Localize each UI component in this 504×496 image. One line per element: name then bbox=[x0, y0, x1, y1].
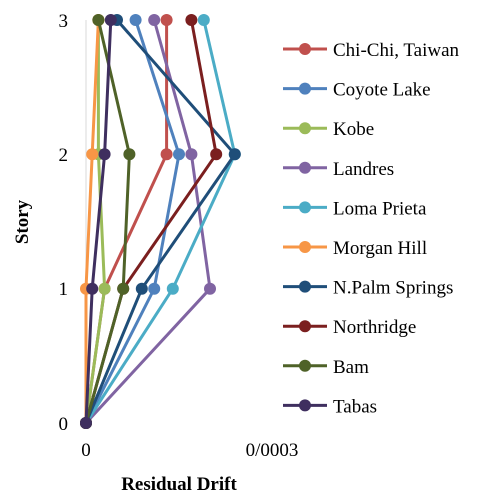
series-line-tabas bbox=[84, 19, 113, 424]
data-point-bam-1 bbox=[117, 282, 130, 295]
data-point-morgan-hill-2 bbox=[86, 148, 99, 161]
legend-item-n-palm-springs: N.Palm Springs bbox=[283, 278, 453, 299]
legend-marker-morgan-hill bbox=[299, 241, 311, 253]
legend-item-tabas: Tabas bbox=[283, 396, 377, 417]
data-point-coyote-lake-3 bbox=[129, 14, 142, 26]
legend-marker-kobe bbox=[299, 122, 311, 135]
series-line-n-palm-springs bbox=[84, 19, 237, 424]
data-point-bam-3 bbox=[92, 14, 105, 26]
x-tick-label-min: 0 bbox=[81, 440, 91, 461]
series-line-bam bbox=[84, 19, 131, 424]
legend-item-northridge: Northridge bbox=[283, 317, 416, 338]
legend-label-n-palm-springs: N.Palm Springs bbox=[333, 278, 453, 299]
legend-item-coyote-lake: Coyote Lake bbox=[283, 80, 431, 101]
legend-label-northridge: Northridge bbox=[333, 317, 416, 338]
legend-label-morgan-hill: Morgan Hill bbox=[333, 238, 427, 259]
data-point-chi-chi-taiwan-3 bbox=[160, 14, 173, 26]
y-tick-label-1: 1 bbox=[59, 279, 69, 300]
legend-item-loma-prieta: Loma Prieta bbox=[283, 198, 427, 219]
data-point-tabas-3 bbox=[104, 14, 117, 26]
data-point-loma-prieta-1 bbox=[166, 282, 179, 295]
legend-label-kobe: Kobe bbox=[333, 119, 374, 140]
y-axis-title: Story bbox=[12, 199, 33, 244]
data-point-landres-1 bbox=[204, 282, 216, 295]
x-axis-title: Residual Drift bbox=[121, 474, 237, 495]
data-point-landres-2 bbox=[185, 148, 198, 161]
data-point-kobe-1 bbox=[98, 282, 111, 295]
legend-label-loma-prieta: Loma Prieta bbox=[333, 198, 427, 219]
legend-item-morgan-hill: Morgan Hill bbox=[283, 238, 427, 259]
data-point-coyote-lake-2 bbox=[173, 148, 185, 161]
data-point-northridge-3 bbox=[185, 14, 198, 26]
y-tick-label-0: 0 bbox=[59, 414, 69, 435]
data-point-northridge-2 bbox=[210, 148, 223, 161]
legend-marker-chi-chi-taiwan bbox=[299, 43, 311, 55]
series-line-northridge bbox=[84, 19, 218, 424]
legend-item-kobe: Kobe bbox=[283, 119, 374, 140]
legend-label-coyote-lake: Coyote Lake bbox=[333, 80, 431, 101]
legend-label-tabas: Tabas bbox=[333, 396, 377, 417]
legend-item-landres: Landres bbox=[283, 159, 394, 180]
data-point-coyote-lake-1 bbox=[148, 282, 161, 295]
y-tick-label-2: 2 bbox=[59, 145, 69, 166]
data-point-n-palm-springs-2 bbox=[228, 148, 241, 161]
data-point-loma-prieta-3 bbox=[197, 14, 210, 26]
x-tick-label-max: 0/0003 bbox=[246, 440, 299, 461]
legend-marker-northridge bbox=[299, 320, 311, 333]
series-line-morgan-hill bbox=[84, 19, 100, 423]
legend-label-chi-chi-taiwan: Chi-Chi, Taiwan bbox=[333, 40, 460, 61]
legend: Chi-Chi, Taiwan Coyote Lake Kobe Landres Lom… bbox=[283, 40, 460, 417]
legend-marker-loma-prieta bbox=[299, 201, 311, 214]
data-point-tabas-1 bbox=[86, 282, 99, 295]
series-tabas bbox=[80, 14, 117, 429]
series-layer bbox=[80, 14, 241, 429]
series-line-coyote-lake bbox=[84, 19, 181, 424]
legend-marker-coyote-lake bbox=[299, 82, 311, 95]
data-point-tabas-2 bbox=[98, 148, 111, 161]
data-point-n-palm-springs-1 bbox=[135, 282, 148, 295]
legend-marker-n-palm-springs bbox=[299, 280, 311, 293]
series-line-landres bbox=[84, 19, 212, 425]
data-point-landres-3 bbox=[148, 14, 161, 26]
legend-marker-landres bbox=[299, 161, 311, 174]
data-point-tabas-0 bbox=[80, 417, 92, 429]
legend-item-chi-chi-taiwan: Chi-Chi, Taiwan bbox=[283, 40, 460, 61]
data-point-chi-chi-taiwan-2 bbox=[160, 148, 173, 161]
series-line-loma-prieta bbox=[84, 19, 237, 424]
series-line-kobe bbox=[84, 20, 107, 424]
data-point-bam-2 bbox=[123, 148, 136, 161]
legend-label-landres: Landres bbox=[333, 159, 394, 180]
series-loma-prieta bbox=[80, 14, 241, 429]
legend-marker-tabas bbox=[299, 399, 311, 412]
legend-marker-bam bbox=[299, 359, 311, 372]
legend-label-bam: Bam bbox=[333, 357, 369, 378]
legend-item-bam: Bam bbox=[283, 357, 369, 378]
y-tick-label-3: 3 bbox=[59, 11, 69, 32]
